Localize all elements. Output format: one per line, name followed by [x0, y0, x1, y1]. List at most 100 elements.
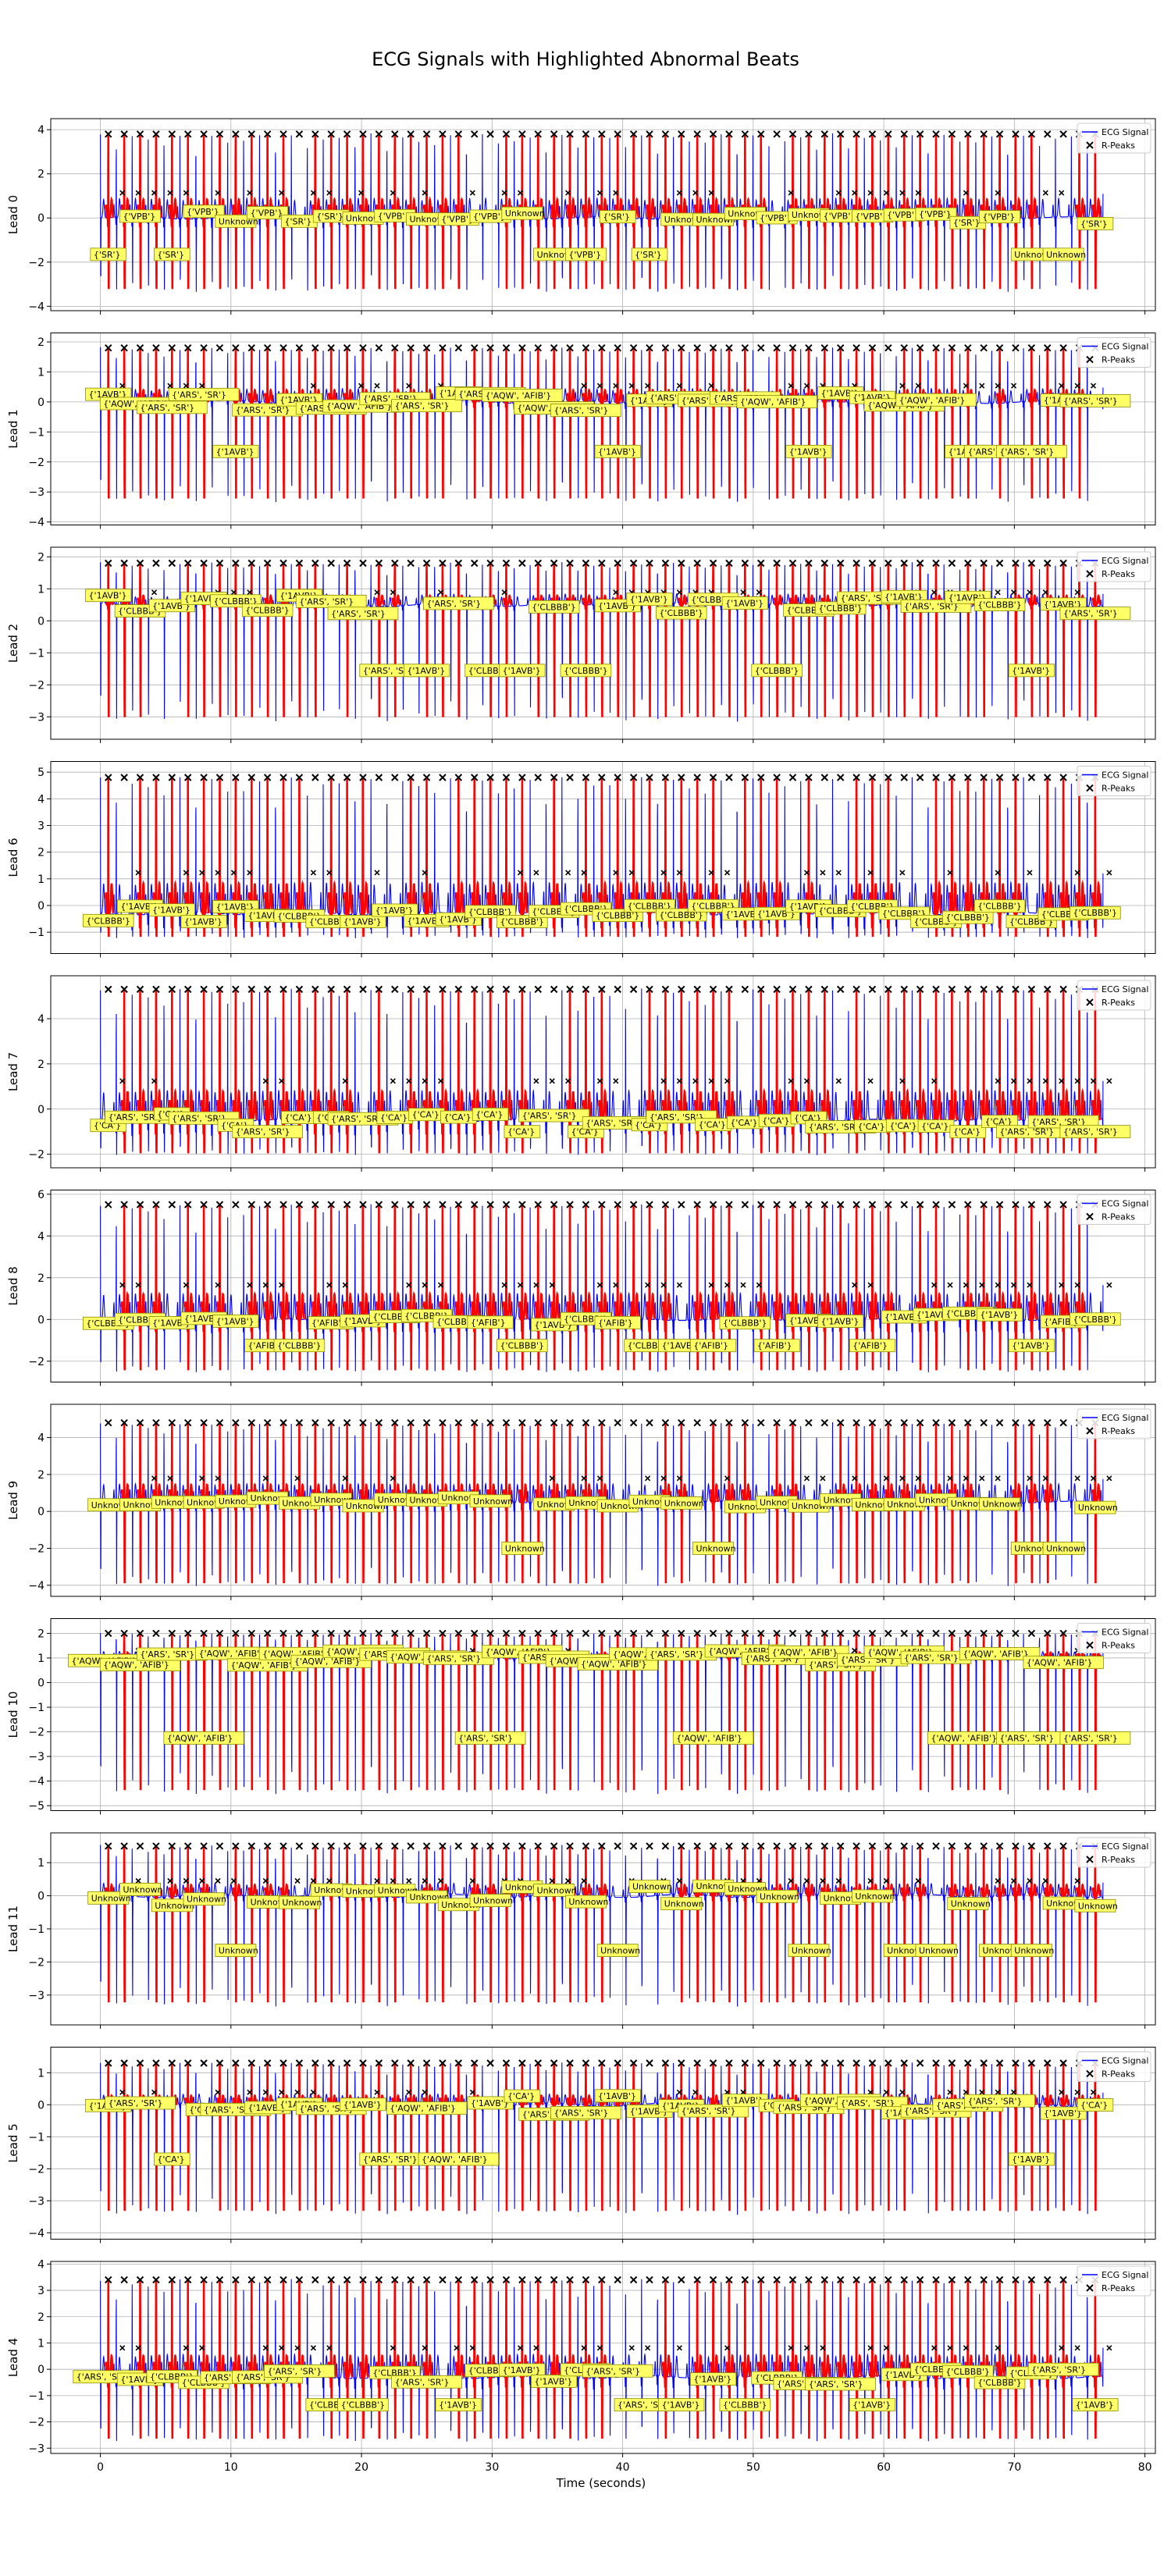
- annotation-label: {'CLBBB'}: [1070, 1312, 1121, 1326]
- abnormal-beat: [693, 564, 703, 717]
- abnormal-beat: [343, 989, 354, 1154]
- abnormal-beat: [502, 1846, 513, 2003]
- y-axis-label: Lead 2: [6, 624, 20, 663]
- r-peak-marker: [645, 1282, 651, 1288]
- r-peak-marker: [868, 2059, 877, 2067]
- r-peak-marker: [406, 1078, 412, 1084]
- abnormal-beat: [152, 1204, 162, 1371]
- abnormal-beat: [1059, 1204, 1070, 1371]
- abnormal-beat: [1075, 1204, 1086, 1371]
- r-peak-marker: [262, 1475, 269, 1482]
- legend-box: [1077, 2265, 1151, 2297]
- r-peak-marker: [884, 1842, 892, 1850]
- annotation-text: {'VPB'}: [441, 215, 474, 225]
- r-peak-marker: [661, 2275, 670, 2284]
- r-peak-marker: [1044, 2275, 1052, 2284]
- abnormal-beat: [295, 2279, 306, 2439]
- r-peak-marker: [899, 382, 906, 389]
- annotation-label: {'CLBBB'}: [241, 603, 294, 617]
- r-peak-marker: [948, 1418, 956, 1427]
- beat-annotations: {'ARS', 'SR'}{'1AVB'}{'CLBBB'}{'CLBBB'}{…: [73, 2362, 1119, 2412]
- r-peak-marker: [566, 985, 574, 994]
- r-peak-marker: [805, 985, 813, 994]
- r-peak-marker: [151, 2089, 158, 2095]
- r-peak-marker: [406, 382, 412, 389]
- annotation-text: {'ARS', 'SR'}: [331, 1114, 386, 1124]
- annotation-label: {'ARS', 'SR'}: [422, 1651, 494, 1665]
- annotation-label: {'1AVB'}: [531, 2375, 578, 2388]
- r-peak-marker: [709, 130, 717, 138]
- annotation-box: [1074, 1500, 1116, 1514]
- r-peak-marker: [995, 190, 1001, 196]
- r-peak-marker: [136, 1842, 144, 1850]
- r-peak-marker: [852, 1475, 858, 1482]
- r-peak-marker: [566, 1418, 574, 1427]
- annotation-text: {'ARS', 'SR'}: [236, 405, 290, 415]
- annotation-text: {'CLBBB'}: [977, 600, 1022, 610]
- r-peak-marker: [119, 2345, 126, 2351]
- annotation-box: [154, 247, 190, 262]
- r-peak-marker: [518, 2059, 526, 2067]
- r-peak-marker: [247, 1842, 255, 1850]
- annotation-text: Unknown: [505, 208, 545, 219]
- r-peak-marker: [724, 1282, 731, 1288]
- annotation-box: [168, 387, 240, 401]
- abnormal-beat: [215, 2279, 226, 2439]
- annotation-text: {'CA'}: [699, 1120, 726, 1130]
- annotation-text: {'CA'}: [507, 2091, 535, 2101]
- annotation-box: [1008, 2152, 1055, 2166]
- r-peak-marker: [1044, 1418, 1052, 1427]
- r-peak-marker: [835, 190, 842, 196]
- annotation-text: {'CLBBB'}: [341, 2400, 386, 2411]
- annotation-label: {'ARS', 'SR'}: [422, 596, 494, 610]
- r-peak-marker: [725, 559, 733, 568]
- annotation-label: {'ARS', 'SR'}: [550, 2106, 621, 2119]
- annotation-box: [215, 1944, 257, 1957]
- r-peak-marker: [247, 774, 255, 781]
- abnormal-beat: [1044, 564, 1054, 717]
- abnormal-beat: [646, 134, 656, 290]
- annotation-box: [278, 1895, 320, 1909]
- r-peak-marker: [550, 1201, 558, 1208]
- abnormal-beat: [868, 1204, 879, 1371]
- annotation-text: {'ARS', 'SR'}: [650, 1112, 704, 1123]
- r-peak-marker: [183, 190, 189, 196]
- y-tick-label: 0: [37, 2364, 44, 2376]
- annotation-box: [973, 899, 1026, 913]
- abnormal-beat: [486, 1204, 497, 1371]
- annotation-text: {'CA'}: [985, 1117, 1013, 1127]
- annotation-box: [391, 2375, 462, 2389]
- r-peak-marker: [326, 1877, 333, 1884]
- abnormal-beat: [518, 348, 529, 499]
- r-peak-marker: [359, 1201, 367, 1208]
- annotation-label: {'VPB'}: [374, 208, 416, 222]
- r-peak-marker: [391, 130, 399, 138]
- abnormal-beat: [900, 2279, 911, 2439]
- beat-annotations: {'1AVB'}{'ARS', 'SR'}{'CA'}{'CA'}{'ARS',…: [85, 2089, 1114, 2166]
- annotation-text: Unknown: [1046, 250, 1086, 260]
- annotation-label: {'AFIB'}: [594, 1315, 641, 1329]
- abnormal-beat: [917, 1846, 927, 2003]
- r-peak-marker: [995, 774, 1004, 781]
- r-peak-marker: [725, 985, 733, 994]
- r-peak-marker: [152, 1201, 160, 1208]
- abnormal-beat: [917, 564, 927, 717]
- r-peak-marker: [200, 1629, 208, 1638]
- annotation-box: [837, 2096, 908, 2110]
- x-tick-label: 50: [746, 2461, 760, 2474]
- annotation-label: {'CLBBB'}: [273, 1339, 326, 1353]
- abnormal-beat: [868, 1846, 878, 2003]
- r-peak-marker: [629, 985, 638, 994]
- annotation-text: {'CA'}: [762, 1115, 789, 1126]
- abnormal-beat: [136, 2063, 147, 2211]
- legend-label-rpeak: R-Peaks: [1102, 1426, 1135, 1436]
- r-peak-marker: [598, 2059, 606, 2067]
- r-peak-marker: [803, 1475, 810, 1482]
- r-peak-marker: [215, 985, 224, 994]
- y-tick-label: 4: [37, 1432, 44, 1445]
- abnormal-beat: [471, 348, 481, 499]
- r-peak-marker: [105, 2059, 112, 2067]
- abnormal-beat: [311, 564, 322, 717]
- r-peak-marker: [646, 1629, 653, 1638]
